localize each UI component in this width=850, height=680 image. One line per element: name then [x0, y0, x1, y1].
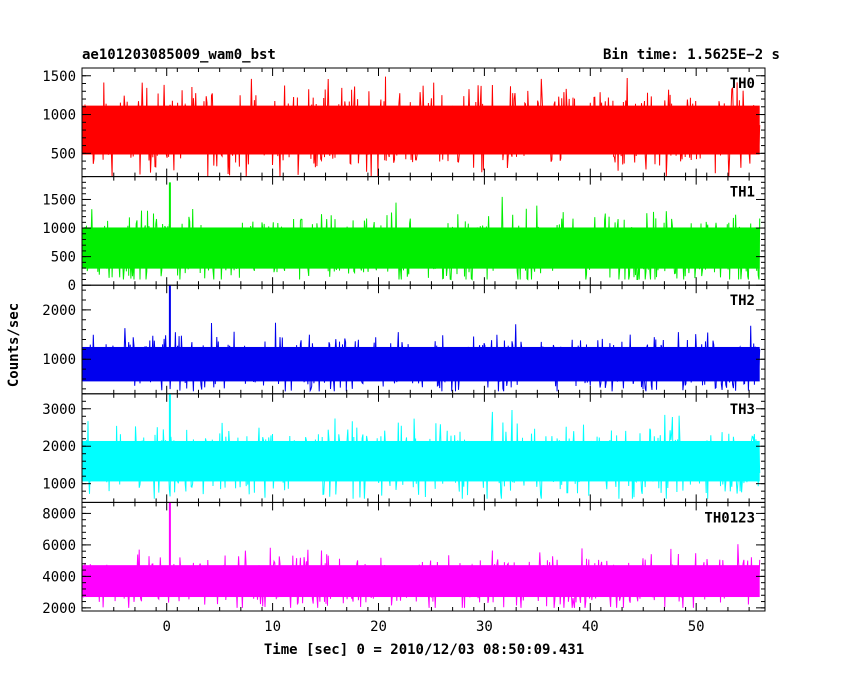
y-tick-label: 2000 [42, 439, 76, 455]
x-tick-label: 20 [370, 619, 387, 635]
x-axis-label: Time [sec] 0 = 2010/12/03 08:50:09.431 [264, 642, 584, 658]
series-band-th2 [82, 346, 760, 382]
x-tick-label: 50 [688, 619, 705, 635]
panel-th2: 1000 2000 TH2 [42, 284, 766, 395]
y-tick-label: 1000 [42, 108, 76, 124]
x-tick-label: 40 [582, 619, 599, 635]
y-tick-label: 500 [51, 146, 76, 162]
series-band-th1 [82, 227, 760, 269]
panel-label: TH0 [730, 76, 755, 92]
panel-label: TH1 [730, 185, 755, 201]
y-tick-label: 6000 [42, 538, 76, 554]
panel-label: TH0123 [704, 510, 755, 526]
panel-frame [81, 501, 766, 612]
chart-title-left: ae101203085009_wam0_bst [82, 47, 276, 63]
y-tick-label: 3000 [42, 402, 76, 418]
panel-th0: 500 1000 1500 TH0 [42, 67, 766, 178]
panel-label: TH2 [730, 293, 755, 309]
y-tick-label: 2000 [42, 303, 76, 319]
x-tick-label: 10 [264, 619, 281, 635]
y-tick-label: 1000 [42, 221, 76, 237]
y-tick-label: 8000 [42, 506, 76, 522]
series-band-th0 [82, 105, 760, 155]
y-tick-label: 1000 [42, 352, 76, 368]
x-tick-label: 30 [476, 619, 493, 635]
series-band-th3 [82, 440, 760, 482]
y-tick-label: 1500 [42, 69, 76, 85]
series-band-th0123 [82, 565, 760, 598]
y-tick-label: 1500 [42, 192, 76, 208]
y-tick-label: 500 [51, 250, 76, 266]
y-tick-label: 2000 [42, 601, 76, 617]
y-tick-label: 0 [68, 278, 76, 294]
panel-label: TH3 [730, 402, 755, 418]
y-tick-label: 1000 [42, 477, 76, 493]
panel-th3: 1000 2000 3000 TH3 [42, 393, 766, 503]
y-tick-label: 4000 [42, 569, 76, 585]
panel-th0123: 2000 4000 6000 8000 TH0123 [42, 501, 766, 617]
y-axis-label: Counts/sec [6, 303, 22, 387]
panel-th1: 0 500 1000 1500 TH1 [42, 176, 766, 294]
chart-title-right: Bin time: 1.5625E−2 s [603, 47, 780, 63]
x-tick-label: 0 [162, 619, 170, 635]
